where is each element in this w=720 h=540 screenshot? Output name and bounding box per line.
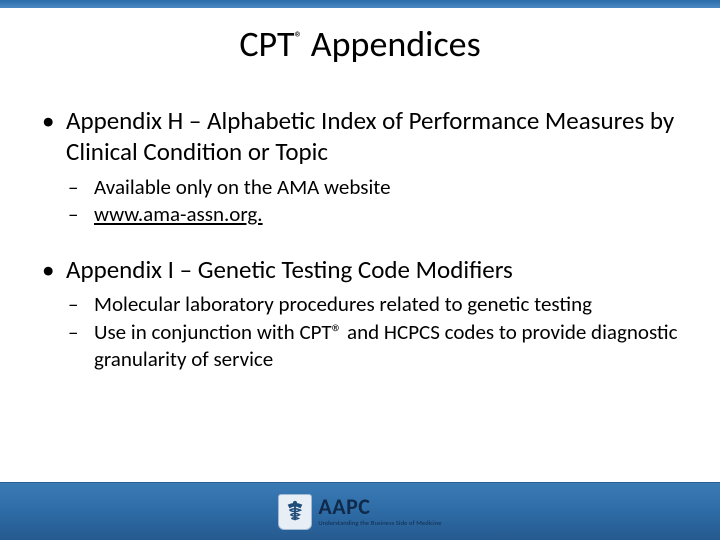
footer-bar: AAPC Understanding the Business Side of … (0, 482, 720, 540)
title-pre: CPT (239, 22, 294, 66)
sub-bullet-item: Available only on the AMA website (66, 174, 682, 201)
slide-title: CPT® Appendices (0, 22, 720, 66)
sub-bullet-item: www.ama-assn.org. (66, 201, 682, 228)
sub-bullet-item: Molecular laboratory procedures related … (66, 291, 682, 318)
logo-tagline: Understanding the Business Side of Medic… (318, 520, 441, 527)
bullet-list: Appendix H – Alphabetic Index of Perform… (38, 105, 682, 373)
logo-main-text: AAPC (318, 496, 441, 518)
title-post: Appendices (303, 22, 481, 66)
sub-bullet-list: Available only on the AMA website www.am… (66, 174, 682, 229)
title-sup: ® (295, 29, 303, 48)
sub-bullet-text: Molecular laboratory procedures related … (94, 291, 592, 317)
aapc-logo: AAPC Understanding the Business Side of … (278, 494, 441, 530)
sub-bullet-text: Use in conjunction with CPT® and HCPCS c… (94, 319, 678, 372)
top-accent-bar (0, 0, 720, 8)
bullet-text: Appendix I – Genetic Testing Code Modifi… (66, 254, 513, 285)
sub-bullet-text: Available only on the AMA website (94, 174, 391, 200)
content-area: Appendix H – Alphabetic Index of Perform… (38, 105, 682, 399)
logo-text: AAPC Understanding the Business Side of … (318, 496, 441, 527)
sub-bullet-item: Use in conjunction with CPT® and HCPCS c… (66, 319, 682, 374)
slide: CPT® Appendices Appendix H – Alphabetic … (0, 0, 720, 540)
sub-bullet-list: Molecular laboratory procedures related … (66, 291, 682, 373)
bullet-text: Appendix H – Alphabetic Index of Perform… (66, 105, 674, 167)
bullet-item: Appendix I – Genetic Testing Code Modifi… (38, 254, 682, 373)
ama-link[interactable]: www.ama-assn.org. (94, 201, 263, 227)
bullet-item: Appendix H – Alphabetic Index of Perform… (38, 105, 682, 228)
caduceus-icon (278, 494, 312, 530)
